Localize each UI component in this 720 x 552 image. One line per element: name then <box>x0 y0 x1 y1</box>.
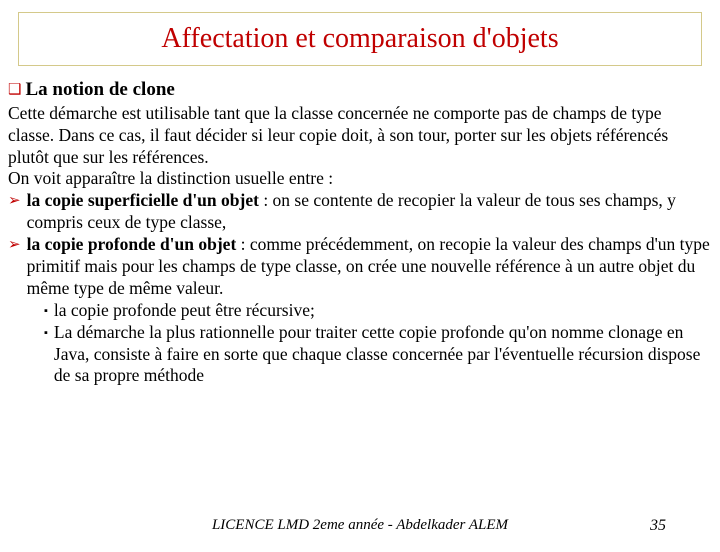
sub-bullet-item: ▪ La démarche la plus rationnelle pour t… <box>44 322 712 388</box>
bullet-lead: la copie profonde d'un objet <box>27 234 237 254</box>
arrow-icon: ➢ <box>8 190 21 234</box>
bullet-lead: la copie superficielle d'un objet <box>27 190 259 210</box>
subheading-text: La notion de clone <box>25 78 174 102</box>
footer: LICENCE LMD 2eme année - Abdelkader ALEM… <box>0 517 720 534</box>
page-number: 35 <box>650 517 666 535</box>
square-bullet-icon: ❑ <box>8 78 21 101</box>
distinction-intro: On voit apparaître la distinction usuell… <box>8 168 712 190</box>
bullet-text: la copie profonde d'un objet : comme pré… <box>27 234 712 300</box>
page-title: Affectation et comparaison d'objets <box>23 23 697 55</box>
content-body: ❑ La notion de clone Cette démarche est … <box>0 74 720 387</box>
sub-bullet-block: ▪ la copie profonde peut être récursive;… <box>8 300 712 388</box>
bullet-item: ➢ la copie superficielle d'un objet : on… <box>8 190 712 234</box>
sub-bullet-text: La démarche la plus rationnelle pour tra… <box>54 322 712 388</box>
sub-bullet-text: la copie profonde peut être récursive; <box>54 300 315 322</box>
footer-text: LICENCE LMD 2eme année - Abdelkader ALEM <box>212 517 508 534</box>
square-small-icon: ▪ <box>44 300 48 322</box>
intro-paragraph: Cette démarche est utilisable tant que l… <box>8 103 712 169</box>
bullet-item: ➢ la copie profonde d'un objet : comme p… <box>8 234 712 300</box>
arrow-icon: ➢ <box>8 234 21 300</box>
sub-bullet-item: ▪ la copie profonde peut être récursive; <box>44 300 712 322</box>
bullet-text: la copie superficielle d'un objet : on s… <box>27 190 712 234</box>
title-container: Affectation et comparaison d'objets <box>18 12 702 66</box>
square-small-icon: ▪ <box>44 322 48 388</box>
subheading-row: ❑ La notion de clone <box>8 78 712 102</box>
